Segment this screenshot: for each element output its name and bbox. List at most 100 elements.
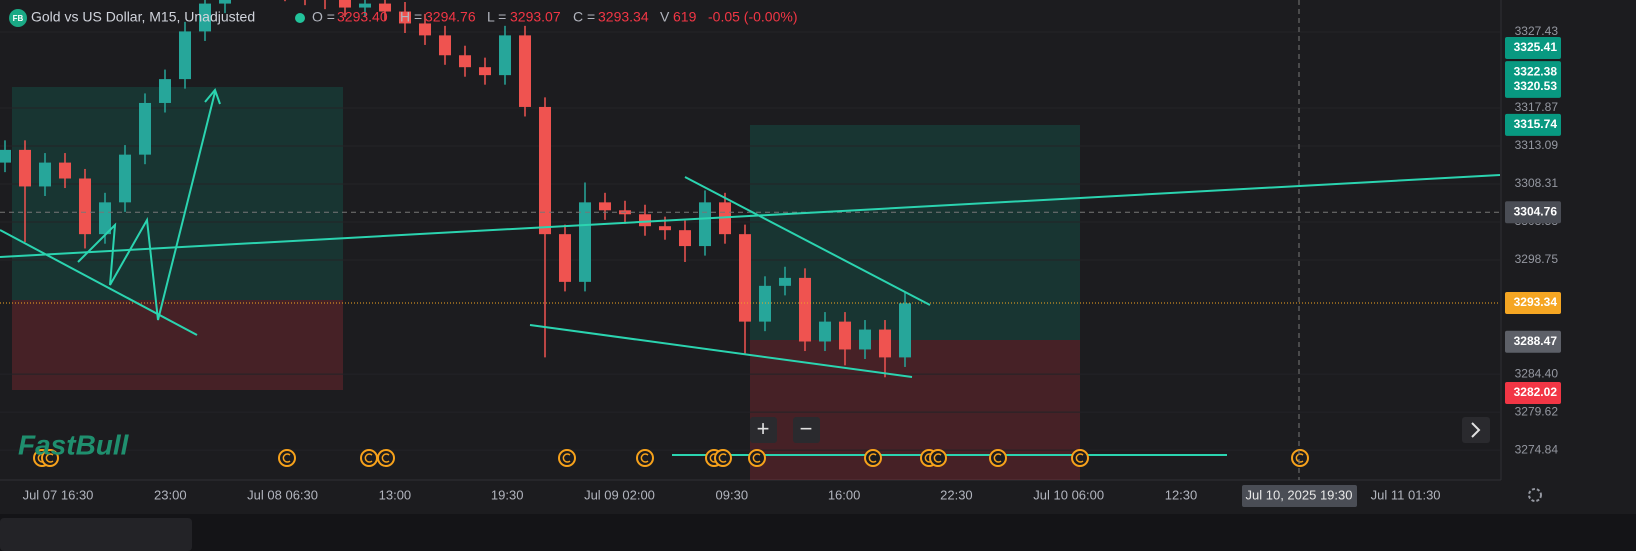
crosshair-time-badge <box>1242 485 1357 507</box>
x-tick-label: 09:30 <box>716 487 749 502</box>
stop-zone <box>12 300 343 390</box>
zoom-out-label[interactable]: − <box>800 416 813 441</box>
event-icon-glyph <box>1295 453 1304 463</box>
y-tick-label: 3279.62 <box>1515 404 1559 418</box>
candle-body <box>799 277 811 342</box>
candle-body <box>599 202 611 211</box>
price-badge-label: 3320.53 <box>1514 79 1558 93</box>
symbol-badge-text: FB <box>13 14 24 23</box>
event-icon <box>929 449 947 467</box>
bottom-bar <box>0 514 1636 551</box>
x-tick-label: 23:00 <box>154 487 187 502</box>
candle-body <box>459 55 471 68</box>
target-zone <box>12 87 343 300</box>
ohlc-key: H = <box>400 9 422 25</box>
x-tick-label: 12:30 <box>1165 487 1198 502</box>
settings-button[interactable] <box>1528 488 1542 502</box>
candle-body <box>419 23 431 36</box>
candle-body <box>339 0 351 8</box>
x-tick-label: 13:00 <box>379 487 412 502</box>
ohlc-value: 3293.40 <box>337 9 388 25</box>
x-tick-label: Jul 07 16:30 <box>23 487 94 502</box>
candle-body <box>679 230 691 247</box>
event-icon <box>636 449 654 467</box>
y-tick-label: 3298.75 <box>1515 252 1559 266</box>
candle-body <box>539 106 551 235</box>
event-icon <box>377 449 395 467</box>
symbol-title: Gold vs US Dollar, M15, Unadjusted <box>31 9 255 25</box>
candle-body <box>179 31 191 80</box>
candle-body <box>99 202 111 235</box>
price-badge <box>1505 37 1561 60</box>
candle-body <box>59 162 71 179</box>
event-icon-glyph <box>933 453 942 463</box>
candle-body <box>879 329 891 358</box>
candle-body <box>659 226 671 231</box>
event-icon <box>1291 449 1309 467</box>
candle-body <box>499 35 511 76</box>
price-badge <box>1505 201 1561 224</box>
event-icon <box>278 449 296 467</box>
zoom-in-label[interactable]: + <box>757 416 770 441</box>
scroll-right-icon[interactable] <box>1471 422 1481 438</box>
y-tick-label: 3274.84 <box>1515 442 1559 456</box>
candle-body <box>199 3 211 32</box>
symbol-badge <box>9 9 27 27</box>
trendline <box>0 174 1500 258</box>
ohlc-legend: O = 3293.40 H = 3294.76 L = 3293.07 C = 3293.34… <box>312 9 797 25</box>
price-badge <box>1505 330 1561 353</box>
candle-body <box>779 277 791 286</box>
event-icon-glyph <box>1075 453 1084 463</box>
event-icon <box>558 449 576 467</box>
projection-path <box>77 91 216 321</box>
ohlc-value: 3293.07 <box>510 9 561 25</box>
candle-body <box>639 214 651 227</box>
candle-body <box>119 154 131 203</box>
candle-body <box>579 202 591 282</box>
x-tick-label: 16:00 <box>828 487 861 502</box>
x-tick-label: Jul 11 01:30 <box>1371 487 1441 502</box>
grid <box>0 31 1500 451</box>
x-tick-label: Jul 08 06:30 <box>247 487 318 502</box>
candle-body <box>559 234 571 282</box>
event-icons <box>33 449 1309 467</box>
drawings <box>12 87 1080 480</box>
change-value: -0.05 (-0.00%) <box>708 9 797 25</box>
candle-body <box>699 202 711 247</box>
event-icon-glyph <box>282 453 291 463</box>
candle-body <box>739 234 751 322</box>
event-icon <box>41 449 59 467</box>
event-icon <box>864 449 882 467</box>
price-badge <box>1505 113 1561 136</box>
scroll-right-button[interactable] <box>1462 417 1490 443</box>
price-badge-label: 3282.02 <box>1514 385 1558 399</box>
candle-body <box>839 321 851 350</box>
x-tick-label: Jul 09 02:00 <box>584 487 655 502</box>
event-icon-glyph <box>45 453 54 463</box>
candle-body <box>359 3 371 8</box>
y-tick-label: 3327.43 <box>1515 24 1559 38</box>
price-badge <box>1505 75 1561 98</box>
x-tick-label: 19:30 <box>491 487 524 502</box>
event-icon-glyph <box>562 453 571 463</box>
ohlc-value: 3294.76 <box>425 9 476 25</box>
candle-body <box>79 178 91 235</box>
y-tick-label: 3284.40 <box>1515 366 1559 380</box>
price-badge-label: 3325.41 <box>1514 40 1558 54</box>
price-badge-label: 3288.47 <box>1514 334 1558 348</box>
trendline <box>0 229 198 336</box>
trendline <box>529 324 913 378</box>
event-icon-glyph <box>752 453 761 463</box>
bottom-tab <box>0 518 192 551</box>
candle-body <box>0 149 11 163</box>
zoom-in-button[interactable] <box>750 417 777 443</box>
candle-body <box>219 0 231 4</box>
guides <box>0 211 1500 304</box>
zoom-out-button[interactable] <box>793 417 820 443</box>
event-icon <box>989 449 1007 467</box>
volume-value: 619 <box>673 9 697 25</box>
ohlc-key: C = <box>573 9 595 25</box>
event-icon <box>1071 449 1089 467</box>
price-badge-label: 3304.76 <box>1514 204 1558 218</box>
